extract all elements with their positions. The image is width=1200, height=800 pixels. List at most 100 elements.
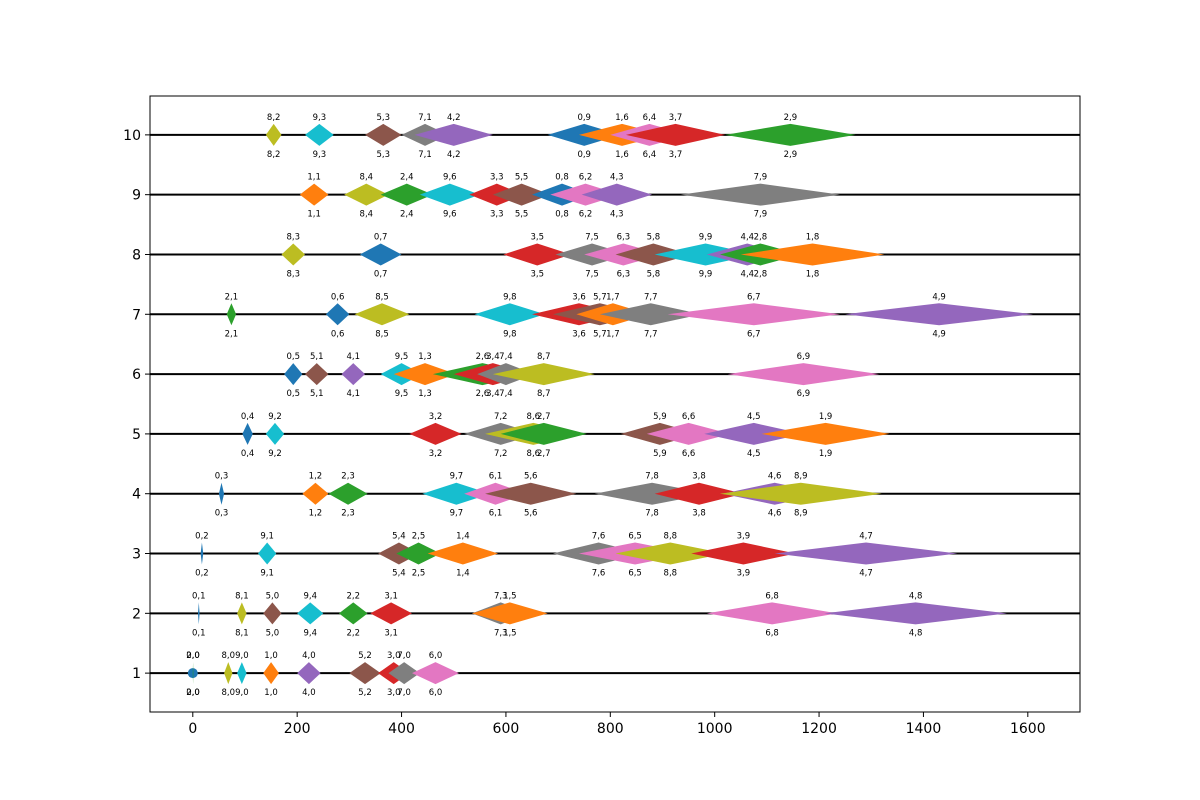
- mark-label-bottom: 0,8: [555, 210, 569, 220]
- mark-label-bottom: 7,5: [585, 269, 599, 279]
- mark-label-top: 2,2: [347, 591, 361, 601]
- mark-label-top: 8,3: [286, 232, 300, 242]
- y-tick-label: 4: [132, 487, 141, 503]
- mark-label-bottom: 4,2: [447, 150, 461, 160]
- diamond-marker: [740, 243, 885, 266]
- mark-label-top: 1,1: [307, 173, 321, 183]
- diamond-marker: [625, 123, 726, 146]
- mark-label-bottom: 9,3: [313, 150, 327, 160]
- mark-label-top: 2,6: [476, 352, 490, 362]
- mark-label-top: 7,1: [418, 113, 432, 123]
- mark-label-bottom: 8,4: [360, 210, 374, 220]
- diamond-marker: [393, 363, 457, 386]
- mark-label-bottom: 5,6: [524, 509, 538, 519]
- mark-label-top: 9,3: [313, 113, 327, 123]
- mark-label-top: 3,7: [669, 113, 683, 123]
- mark-label-bottom: 1,3: [418, 389, 432, 399]
- mark-label-top: 9,8: [503, 292, 517, 302]
- diamond-marker: [492, 183, 551, 206]
- mark-label-bottom: 9,2: [268, 449, 282, 459]
- diamond-marker: [599, 303, 702, 326]
- diamond-marker: [719, 482, 882, 505]
- mark-label-top: 6,1: [489, 472, 503, 482]
- mark-label-top: 4,2: [447, 113, 461, 123]
- diamond-marker: [409, 422, 462, 445]
- mark-label-bottom: 9,5: [395, 389, 409, 399]
- mark-label-bottom: 8,2: [267, 150, 281, 160]
- mark-label-top: 1,7: [606, 292, 620, 302]
- diamond-marker: [302, 482, 329, 505]
- mark-label-bottom: 9,8: [503, 329, 517, 339]
- mark-label-bottom: 6,7: [747, 329, 761, 339]
- mark-label-bottom: 3,8: [692, 509, 706, 519]
- mark-label-bottom: 5,8: [647, 269, 661, 279]
- mark-label-top: 0,7: [374, 232, 388, 242]
- mark-label-bottom: 2,0: [186, 688, 200, 698]
- diamond-marker: [615, 542, 726, 565]
- mark-label-bottom: 3,3: [490, 210, 504, 220]
- mark-label-bottom: 7,2: [494, 449, 508, 459]
- mark-label-top: 0,2: [195, 532, 209, 542]
- mark-label-bottom: 7,9: [754, 210, 768, 220]
- mark-label-top: 3,3: [490, 173, 504, 183]
- diamond-marker: [380, 183, 433, 206]
- mark-label-bottom: 1,2: [309, 509, 323, 519]
- mark-label-bottom: 6,1: [489, 509, 503, 519]
- mark-label-top: 7,0: [397, 651, 411, 661]
- mark-label-top: 5,6: [524, 472, 538, 482]
- mark-label-bottom: 4,9: [932, 329, 946, 339]
- diamond-marker: [422, 482, 491, 505]
- mark-label-bottom: 1,4: [456, 569, 470, 579]
- mark-label-top: 7,9: [754, 173, 768, 183]
- mark-label-top: 1,5: [503, 591, 517, 601]
- mark-label-bottom: 0,3: [215, 509, 229, 519]
- mark-label-bottom: 2,9: [784, 150, 798, 160]
- mark-label-top: 3,2: [429, 412, 443, 422]
- y-axis: 1 2 3 4 5 6 7 8 9 10: [123, 128, 150, 682]
- diamond-marker: [284, 363, 303, 386]
- mark-label-top: 3,1: [384, 591, 398, 601]
- diamond-marker: [218, 482, 225, 505]
- mark-label-top: 9,7: [450, 472, 464, 482]
- mark-label-top: 5,3: [377, 113, 391, 123]
- diamond-marker: [845, 303, 1034, 326]
- mark-label-bottom: 4,4: [741, 269, 755, 279]
- mark-label-top: 3,5: [530, 232, 544, 242]
- diamond-marker: [388, 662, 420, 685]
- mark-label-top: 8,0: [222, 651, 236, 661]
- y-tick-label: 3: [132, 547, 141, 563]
- mark-label-top: 4,6: [768, 472, 782, 482]
- diamond-marker: [370, 602, 412, 625]
- mark-label-top: 3,4: [486, 352, 500, 362]
- diamond-marker: [338, 602, 368, 625]
- mark-label-top: 6,5: [628, 532, 642, 542]
- mark-label-top: 8,5: [375, 292, 389, 302]
- mark-label-top: 0,4: [241, 412, 255, 422]
- mark-label-top: 3,6: [572, 292, 586, 302]
- mark-label-top: 6,3: [617, 232, 631, 242]
- mark-label-bottom: 4,8: [909, 628, 923, 638]
- mark-label-top: 7,8: [645, 472, 659, 482]
- diamond-marker: [500, 422, 587, 445]
- mark-label-top: 0,6: [331, 292, 345, 302]
- diamond-marker: [265, 123, 282, 146]
- mark-label-bottom: 6,0: [429, 688, 443, 698]
- diamond-marker: [654, 243, 757, 266]
- y-tick-label: 5: [132, 427, 141, 443]
- mark-label-top: 9,0: [235, 651, 249, 661]
- mark-label-bottom: 0,1: [192, 628, 206, 638]
- mark-label-bottom: 2,5: [412, 569, 426, 579]
- mark-label-bottom: 4,3: [610, 210, 624, 220]
- mark-label-bottom: 5,0: [266, 628, 280, 638]
- mark-label-bottom: 5,9: [653, 449, 667, 459]
- mark-label-bottom: 1,8: [806, 269, 820, 279]
- mark-label-top: 5,9: [653, 412, 667, 422]
- mark-label-bottom: 6,8: [765, 628, 779, 638]
- mark-label-top: 8,1: [235, 591, 249, 601]
- diamond-marker: [761, 422, 890, 445]
- diamond-marker: [281, 243, 305, 266]
- mark-label-bottom: 9,1: [260, 569, 274, 579]
- mark-label-top: 1,8: [806, 232, 820, 242]
- mark-label-top: 9,6: [443, 173, 457, 183]
- mark-label-top: 6,6: [682, 412, 696, 422]
